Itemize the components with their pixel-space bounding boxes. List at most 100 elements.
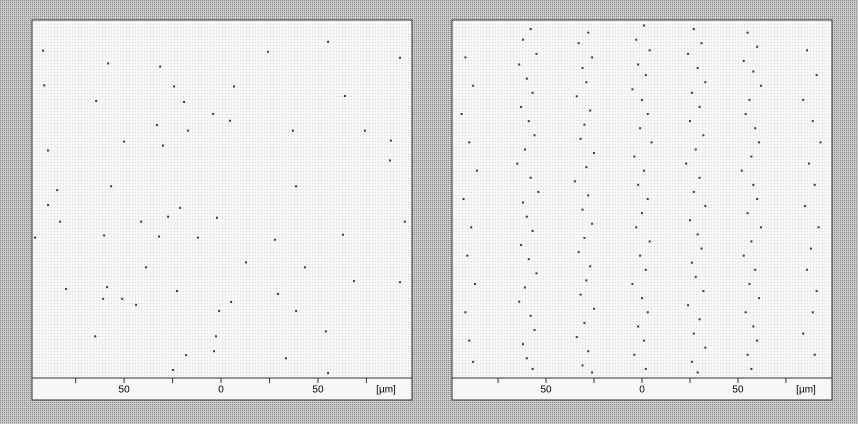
point bbox=[651, 141, 653, 143]
point bbox=[212, 113, 214, 115]
point bbox=[327, 372, 329, 374]
point bbox=[230, 301, 232, 303]
point bbox=[647, 198, 649, 200]
point bbox=[34, 237, 36, 239]
point bbox=[159, 66, 161, 68]
point bbox=[522, 202, 524, 204]
point bbox=[94, 335, 96, 337]
point bbox=[582, 209, 584, 211]
point bbox=[582, 67, 584, 69]
point bbox=[466, 255, 468, 257]
x-tick-label: 0 bbox=[218, 385, 224, 396]
point bbox=[637, 184, 639, 186]
point bbox=[532, 230, 534, 232]
point bbox=[589, 110, 591, 112]
point bbox=[685, 163, 687, 165]
point bbox=[56, 189, 58, 191]
point bbox=[404, 221, 406, 223]
point bbox=[65, 288, 67, 290]
point bbox=[522, 39, 524, 41]
point bbox=[693, 333, 695, 335]
point bbox=[745, 311, 747, 313]
point bbox=[591, 371, 593, 373]
point bbox=[532, 92, 534, 94]
point bbox=[522, 343, 524, 345]
point bbox=[756, 46, 758, 48]
point bbox=[216, 217, 218, 219]
point bbox=[697, 67, 699, 69]
point bbox=[693, 191, 695, 193]
point bbox=[802, 99, 804, 101]
point bbox=[635, 226, 637, 228]
point bbox=[699, 106, 701, 108]
point bbox=[700, 42, 702, 44]
point bbox=[399, 57, 401, 59]
point bbox=[593, 152, 595, 154]
point bbox=[693, 28, 695, 30]
point bbox=[135, 304, 137, 306]
point bbox=[107, 62, 109, 64]
point bbox=[702, 134, 704, 136]
point bbox=[110, 185, 112, 187]
point bbox=[123, 141, 125, 143]
x-tick-label: 50 bbox=[732, 385, 744, 396]
point bbox=[750, 368, 752, 370]
point bbox=[468, 141, 470, 143]
point bbox=[747, 32, 749, 34]
point bbox=[578, 251, 580, 253]
point bbox=[589, 265, 591, 267]
point bbox=[583, 237, 585, 239]
point bbox=[643, 340, 645, 342]
point bbox=[518, 301, 520, 303]
point bbox=[461, 113, 463, 115]
point bbox=[583, 322, 585, 324]
point bbox=[304, 266, 306, 268]
point bbox=[802, 333, 804, 335]
point bbox=[47, 150, 49, 152]
point bbox=[587, 350, 589, 352]
point bbox=[689, 219, 691, 221]
point bbox=[172, 369, 174, 371]
point bbox=[704, 347, 706, 349]
point bbox=[464, 311, 466, 313]
point bbox=[516, 163, 518, 165]
point bbox=[327, 41, 329, 43]
x-tick-label: 50 bbox=[540, 385, 552, 396]
point bbox=[140, 221, 142, 223]
x-axis-label: [µm] bbox=[796, 385, 816, 396]
point bbox=[583, 124, 585, 126]
point bbox=[277, 293, 279, 295]
point bbox=[582, 364, 584, 366]
point bbox=[576, 336, 578, 338]
point bbox=[704, 205, 706, 207]
point bbox=[292, 130, 294, 132]
point bbox=[585, 81, 587, 83]
point bbox=[121, 298, 123, 300]
point bbox=[756, 198, 758, 200]
point bbox=[689, 120, 691, 122]
point bbox=[470, 226, 472, 228]
point bbox=[649, 240, 651, 242]
point bbox=[353, 280, 355, 282]
point bbox=[810, 248, 812, 250]
point bbox=[645, 269, 647, 271]
point bbox=[647, 113, 649, 115]
point bbox=[585, 166, 587, 168]
point bbox=[468, 340, 470, 342]
panel bbox=[32, 20, 412, 400]
point bbox=[748, 283, 750, 285]
point bbox=[399, 281, 401, 283]
point bbox=[750, 240, 752, 242]
point bbox=[691, 361, 693, 363]
point bbox=[530, 177, 532, 179]
point bbox=[524, 148, 526, 150]
point bbox=[145, 266, 147, 268]
point bbox=[520, 244, 522, 246]
point bbox=[474, 283, 476, 285]
point bbox=[819, 141, 821, 143]
point bbox=[637, 325, 639, 327]
point bbox=[641, 297, 643, 299]
point bbox=[760, 226, 762, 228]
point bbox=[535, 272, 537, 274]
point bbox=[641, 99, 643, 101]
